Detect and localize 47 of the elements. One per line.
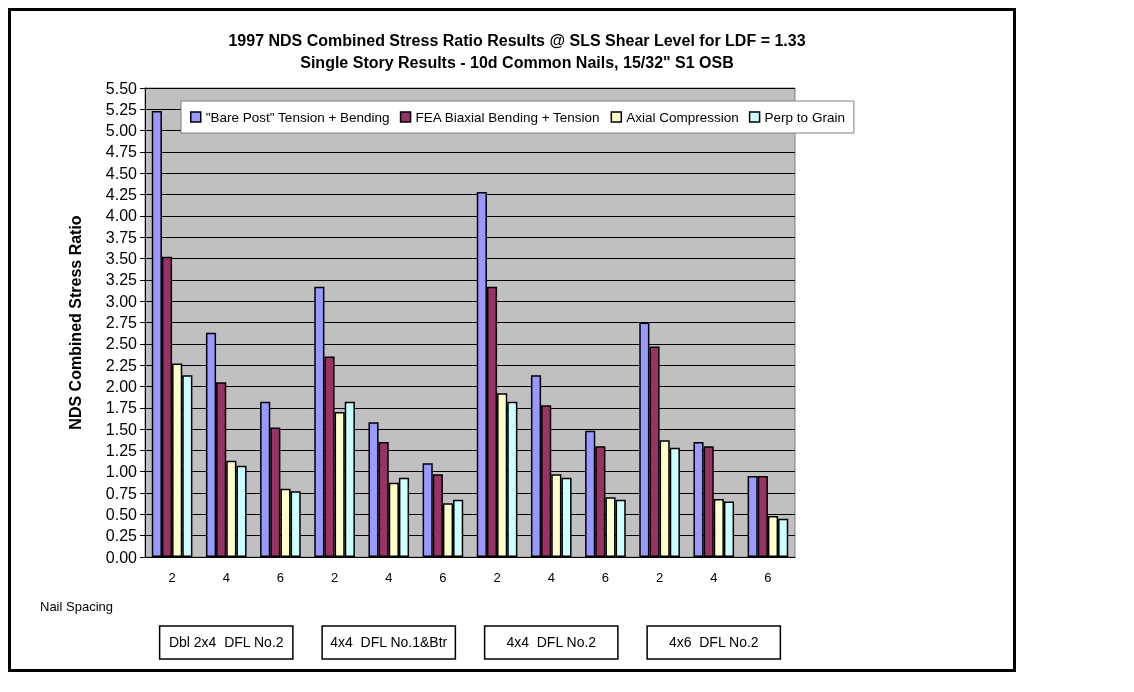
y-tick-label: 2.50 bbox=[105, 335, 138, 353]
x-tick-label: 4 bbox=[547, 570, 555, 585]
text: 4x4 DFL No.1&Btr bbox=[330, 634, 448, 650]
y-tick-label: 3.50 bbox=[105, 250, 138, 268]
y-tick-label: 1.75 bbox=[105, 399, 138, 417]
legend-label: "Bare Post" Tension + Bending bbox=[205, 109, 390, 125]
text: Dbl 2x4 DFL No.2 bbox=[168, 634, 284, 650]
y-tick-label: 4.75 bbox=[105, 143, 138, 161]
x-tick-label: 6 bbox=[439, 570, 447, 585]
y-tick-label: 4.25 bbox=[105, 186, 138, 204]
y-tick-label: 1.50 bbox=[105, 420, 138, 438]
y-tick-label: 5.00 bbox=[105, 122, 138, 140]
y-tick-label: 5.50 bbox=[105, 79, 138, 97]
legend-label: Axial Compression bbox=[626, 109, 739, 125]
x-tick-label: 6 bbox=[276, 570, 285, 585]
x-tick-label: 2 bbox=[168, 570, 176, 585]
y-axis-title: NDS Combined Stress Ratio bbox=[66, 215, 84, 430]
y-tick-label: 0.00 bbox=[105, 548, 138, 566]
x-tick-label: 4 bbox=[222, 570, 230, 585]
y-tick-label: 4.00 bbox=[105, 207, 138, 225]
x-tick-label: 2 bbox=[330, 570, 339, 585]
y-tick-label: 2.00 bbox=[105, 377, 138, 395]
y-tick-label: 3.25 bbox=[105, 271, 138, 289]
x-tick-label: 4 bbox=[710, 570, 718, 585]
y-tick-label: 2.25 bbox=[105, 356, 138, 374]
y-tick-label: 3.75 bbox=[105, 228, 138, 246]
y-tick-label: 0.50 bbox=[105, 505, 138, 523]
text: Nail Spacing bbox=[40, 599, 113, 614]
x-tick-label: 6 bbox=[601, 570, 610, 585]
y-tick-label: 2.75 bbox=[105, 314, 138, 331]
y-tick-label: 1.00 bbox=[105, 463, 138, 481]
x-tick-label: 6 bbox=[764, 570, 772, 585]
y-tick-label: 5.25 bbox=[105, 100, 138, 118]
legend-label: FEA Biaxial Bending + Tension bbox=[415, 109, 600, 125]
x-tick-label: 2 bbox=[493, 570, 501, 585]
y-tick-label: 4.50 bbox=[105, 164, 138, 182]
text: 4x6 DFL No.2 bbox=[668, 634, 759, 650]
y-tick-label: 1.25 bbox=[105, 441, 138, 459]
y-tick-label: 0.25 bbox=[105, 527, 138, 545]
y-tick-label: 0.75 bbox=[105, 484, 138, 502]
chart-title: 1997 NDS Combined Stress Ratio Results @ SLS Shear Level for LDF = 1.33 bbox=[228, 31, 806, 49]
x-tick-label: 2 bbox=[655, 570, 664, 585]
x-tick-label: 4 bbox=[385, 570, 393, 585]
text: 4x4 DFL No.2 bbox=[506, 634, 597, 650]
chart-subtitle: Single Story Results - 10d Common Nails, 15/32" S1 OSB bbox=[300, 53, 734, 71]
legend-label: Perp to Grain bbox=[764, 109, 845, 125]
y-tick-label: 3.00 bbox=[105, 292, 138, 310]
